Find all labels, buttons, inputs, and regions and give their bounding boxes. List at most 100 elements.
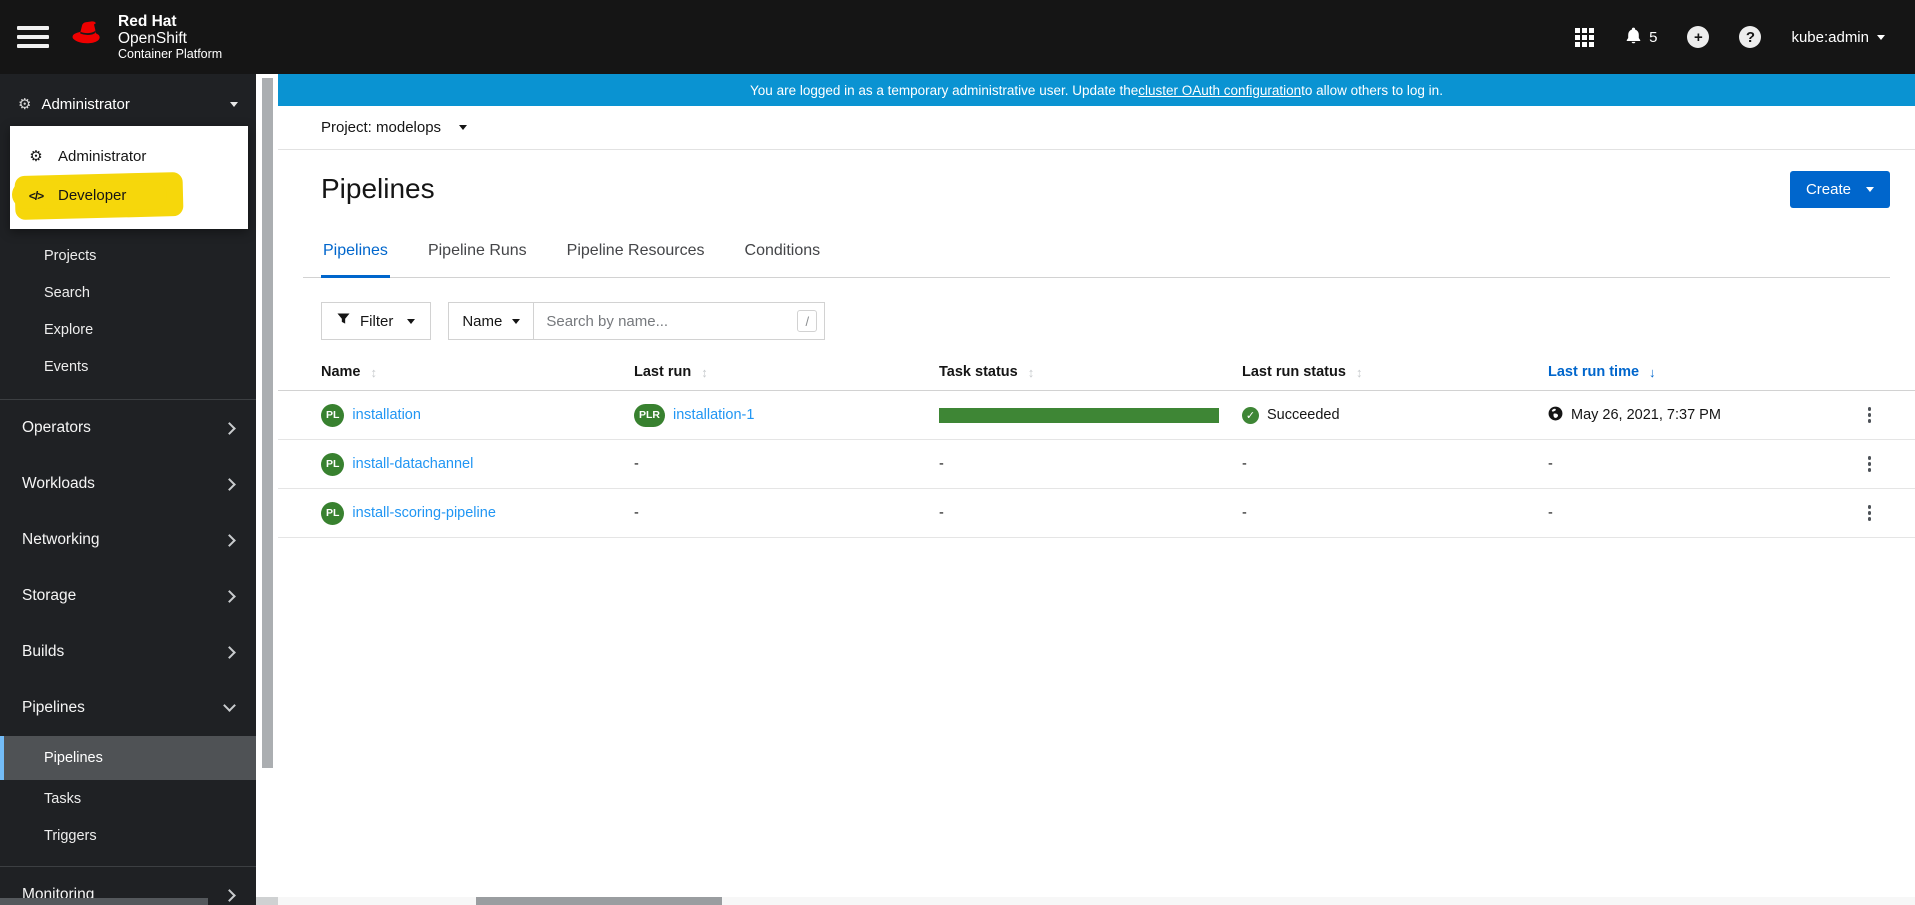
sidebar-item-networking[interactable]: Networking	[0, 512, 256, 568]
chevron-right-icon	[223, 421, 236, 435]
sort-icon: ↕	[1355, 364, 1363, 380]
option-label: Administrator	[58, 147, 147, 165]
sidebar-item-events[interactable]: Events	[0, 348, 256, 385]
perspective-option-developer[interactable]: </> Developer	[10, 171, 248, 221]
kebab-menu[interactable]	[1867, 489, 1871, 537]
brand-line-1: Red Hat	[118, 12, 177, 30]
brand-line-2: OpenShift	[118, 30, 187, 47]
scrollbar-thumb[interactable]	[262, 78, 273, 768]
nav-label: Triggers	[44, 827, 97, 844]
help-button[interactable]: ?	[1739, 26, 1762, 48]
pipeline-link[interactable]: install-datachannel	[352, 456, 474, 472]
nav-label: Operators	[22, 419, 91, 436]
table-header: Name ↕ Last run ↕ Task status ↕ Last run st…	[278, 354, 1915, 391]
nav-label: Storage	[22, 587, 77, 604]
sidebar-item-storage[interactable]: Storage	[0, 568, 256, 624]
chevron-right-icon	[223, 477, 236, 491]
chevron-down-icon	[223, 699, 236, 712]
kebab-menu[interactable]	[1867, 391, 1871, 439]
sidebar-item-search[interactable]: Search	[0, 274, 256, 311]
page-title: Pipelines	[321, 173, 435, 204]
pipeline-badge: PL	[321, 452, 345, 476]
banner-text-after: to allow others to log in.	[1301, 82, 1443, 98]
sidebar-item-workloads[interactable]: Workloads	[0, 456, 256, 512]
caret-down-icon[interactable]	[459, 125, 468, 130]
nav-label: Pipelines	[22, 699, 85, 716]
nav-label: Tasks	[44, 790, 82, 807]
redhat-logo-icon	[69, 20, 109, 54]
chevron-right-icon	[223, 888, 236, 902]
sidebar-vertical-scrollbar[interactable]	[256, 74, 278, 897]
nav-label: Networking	[22, 531, 100, 548]
sidebar-horizontal-scrollbar-thumb[interactable]	[0, 898, 208, 905]
kebab-menu[interactable]	[1867, 440, 1871, 488]
tab-bar: Pipelines Pipeline Runs Pipeline Resourc…	[303, 238, 1890, 278]
column-header-task-status[interactable]: Task status ↕	[939, 354, 1034, 390]
sort-icon: ↕	[701, 364, 708, 380]
create-button[interactable]: Create	[1789, 170, 1890, 208]
column-label: Last run	[634, 364, 692, 380]
nav-label: Search	[44, 284, 90, 301]
column-label: Task status	[939, 364, 1018, 380]
sort-icon: ↕	[370, 364, 378, 380]
timestamp: May 26, 2021, 7:37 PM	[1571, 407, 1721, 423]
pipeline-link[interactable]: install-scoring-pipeline	[352, 505, 496, 521]
column-label: Last run time	[1548, 364, 1640, 380]
column-header-last-run[interactable]: Last run ↕	[634, 354, 708, 390]
caret-down-icon	[407, 318, 416, 324]
add-button[interactable]: +	[1687, 26, 1710, 48]
empty-value: -	[939, 456, 944, 472]
sidebar-item-explore[interactable]: Explore	[0, 311, 256, 348]
notifications-button[interactable]: 5	[1624, 26, 1657, 49]
project-selector[interactable]: Project: modelops	[321, 119, 442, 136]
gears-icon: ⚙	[29, 148, 43, 165]
sidebar: ⚙ Administrator ⚙ Administrator </> Deve…	[0, 74, 256, 905]
column-label: Name	[321, 364, 361, 380]
sidebar-item-builds[interactable]: Builds	[0, 624, 256, 680]
oauth-config-link[interactable]: cluster OAuth configuration	[1138, 82, 1302, 98]
perspective-option-administrator[interactable]: ⚙ Administrator	[10, 136, 248, 176]
table-row: PL install-datachannel - - - -	[278, 440, 1915, 489]
perspective-switcher[interactable]: ⚙ Administrator	[0, 88, 256, 120]
brand: Red Hat OpenShift Container Platform	[69, 12, 222, 61]
nav-label: Builds	[22, 643, 65, 660]
caret-down-icon	[1877, 34, 1885, 40]
pipeline-link[interactable]: installation	[352, 407, 421, 423]
tab-pipeline-runs[interactable]: Pipeline Runs	[427, 242, 527, 259]
nav-divider	[0, 399, 256, 400]
sidebar-item-pipelines-pipelines[interactable]: Pipelines	[0, 736, 256, 780]
menu-toggle-icon[interactable]	[17, 26, 49, 48]
table-row: PL installation PLR installation-1 ✓ Succee…	[278, 391, 1915, 440]
sidebar-item-operators[interactable]: Operators	[0, 400, 256, 456]
keyboard-shortcut-hint: /	[797, 310, 818, 332]
bell-icon	[1624, 26, 1643, 49]
filter-label: Filter	[360, 312, 394, 330]
create-label: Create	[1805, 180, 1851, 198]
nav-label: Events	[44, 358, 89, 375]
search-input[interactable]	[533, 302, 826, 340]
filter-button[interactable]: Filter	[321, 302, 432, 340]
sidebar-item-pipelines-tasks[interactable]: Tasks	[0, 780, 256, 817]
masthead: Red Hat OpenShift Container Platform 5 +…	[0, 0, 1915, 74]
sidebar-item-pipelines-triggers[interactable]: Triggers	[0, 817, 256, 854]
caret-down-icon	[512, 318, 521, 324]
option-label: Developer	[58, 187, 127, 204]
column-header-name[interactable]: Name ↕	[321, 354, 377, 390]
app-launcher-icon[interactable]	[1575, 27, 1595, 47]
column-header-last-run-status[interactable]: Last run status ↕	[1242, 354, 1362, 390]
code-icon: </>	[28, 188, 44, 203]
task-status-progress-bar	[939, 407, 1219, 423]
horizontal-scrollbar[interactable]	[278, 897, 1915, 905]
tab-pipeline-resources[interactable]: Pipeline Resources	[566, 242, 705, 259]
search-attribute-select[interactable]: Name	[448, 302, 535, 340]
tab-pipelines[interactable]: Pipelines	[321, 238, 390, 278]
sidebar-item-pipelines[interactable]: Pipelines	[0, 680, 256, 736]
user-menu[interactable]: kube:admin	[1791, 29, 1885, 46]
scrollbar-thumb[interactable]	[476, 897, 722, 905]
pipelinerun-link[interactable]: installation-1	[673, 407, 755, 423]
tab-conditions[interactable]: Conditions	[744, 242, 821, 259]
column-header-last-run-time[interactable]: Last run time ↓	[1548, 354, 1656, 390]
sidebar-item-projects[interactable]: Projects	[0, 237, 256, 274]
table-row: PL install-scoring-pipeline - - - -	[278, 489, 1915, 538]
perspective-current: Administrator	[41, 95, 130, 113]
